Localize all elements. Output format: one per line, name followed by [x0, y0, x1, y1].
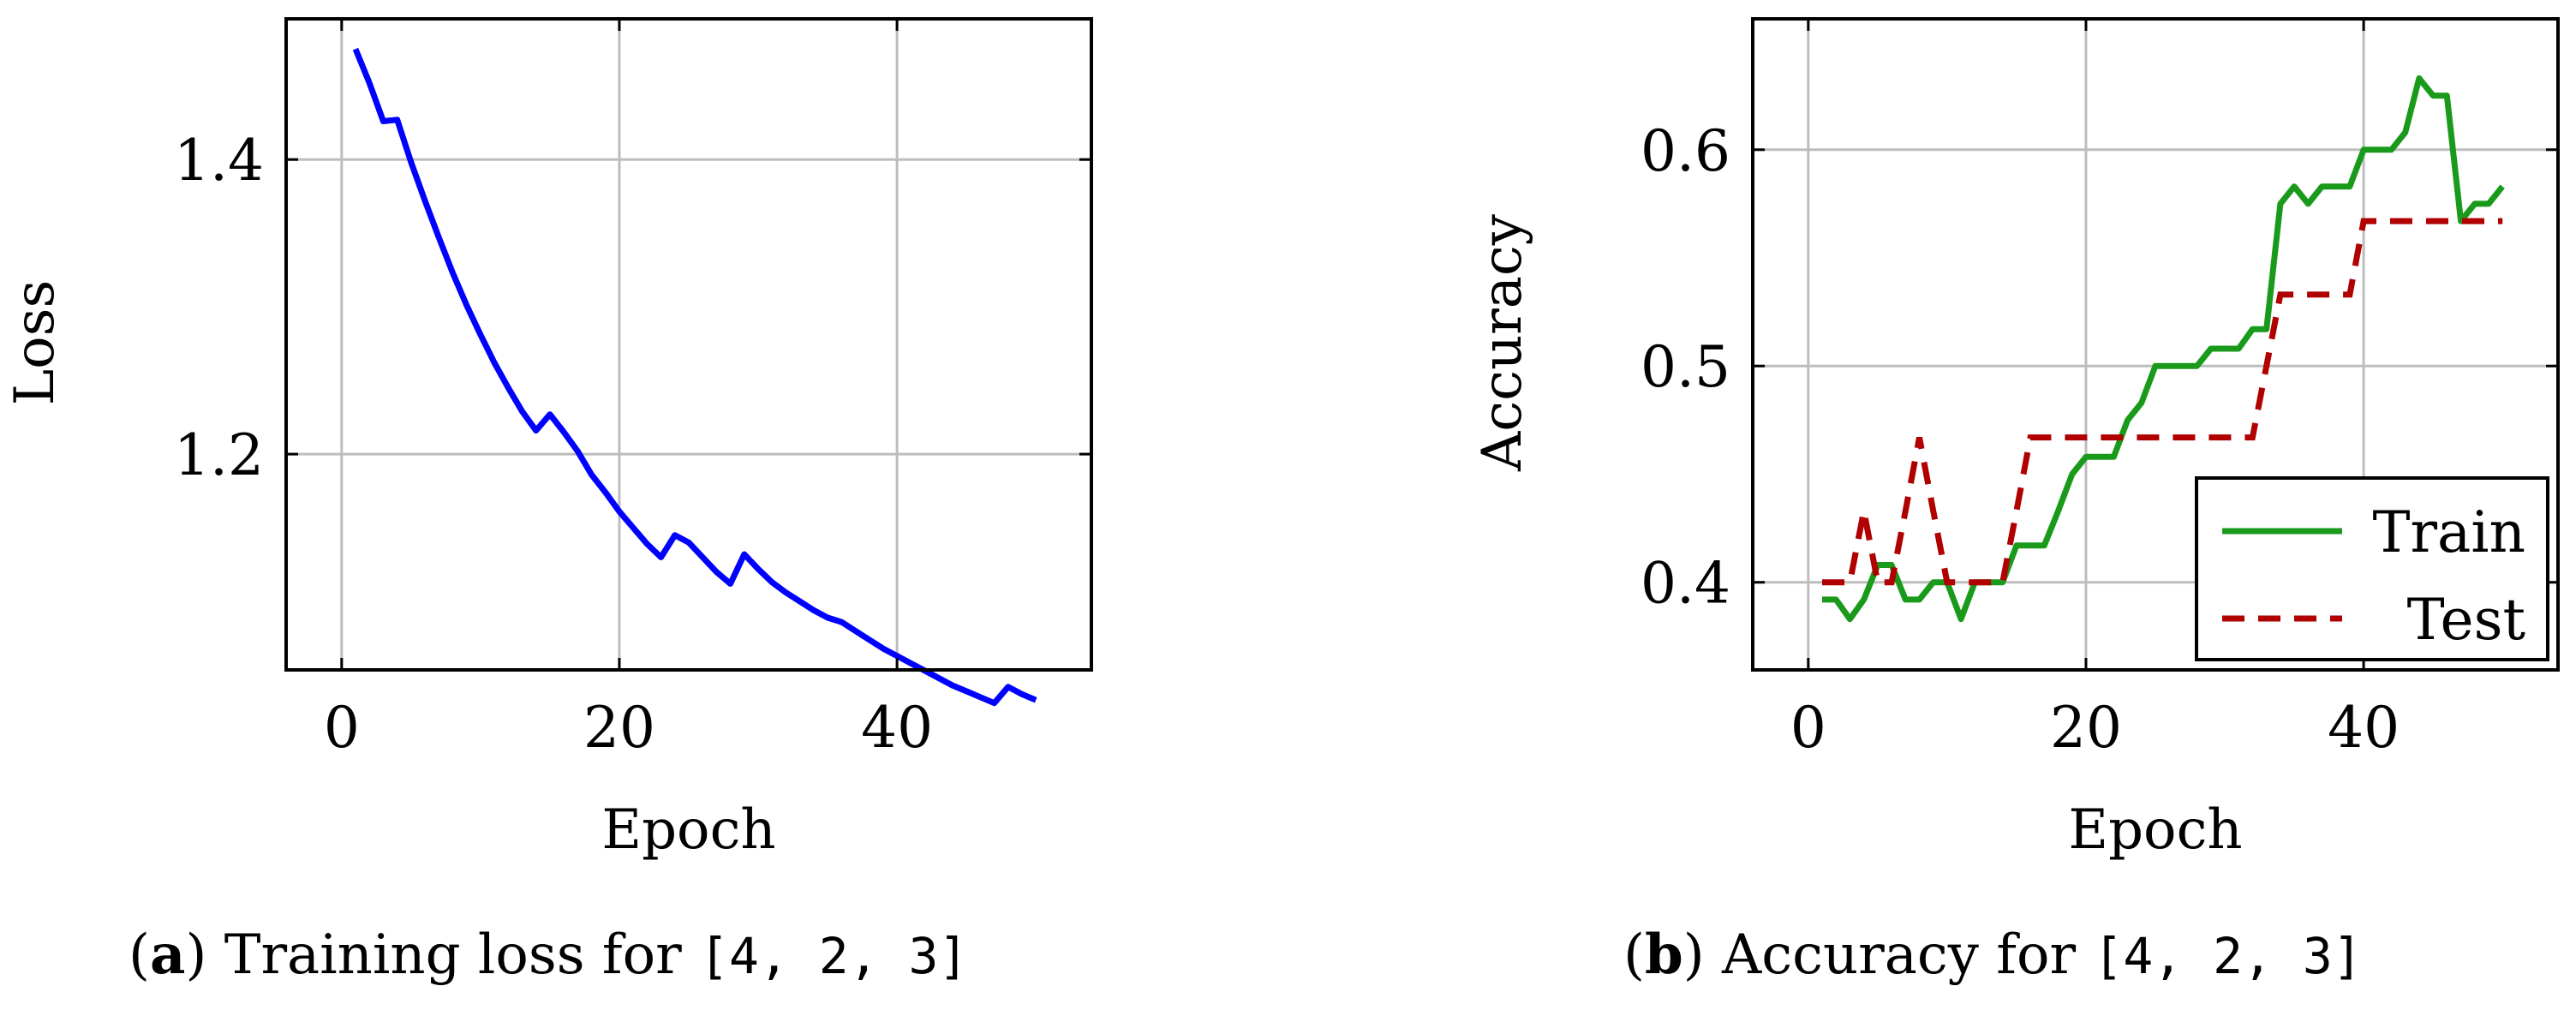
caption-a-text: Training loss for	[224, 923, 700, 987]
legend-label-test: Test	[2407, 587, 2525, 653]
x-tick-label: 20	[2050, 695, 2122, 761]
plot-frame	[284, 17, 1093, 672]
caption-b-code: [4, 2, 3]	[2093, 927, 2363, 985]
y-axis-label: Accuracy	[1471, 214, 1534, 472]
y-tick-label: 1.2	[174, 422, 264, 488]
series-line-0	[352, 47, 1037, 707]
y-axis-label: Loss	[3, 280, 67, 406]
plot-frame	[1751, 17, 2560, 672]
accuracy-chart: 0 20 40 0.4 0.5 0.6 Epoch Accuracy Train Test	[1471, 17, 2560, 862]
y-tick-label: 0.6	[1641, 118, 1730, 184]
legend: Train Test	[2195, 476, 2549, 661]
x-tick-label: 20	[583, 695, 655, 761]
caption-a-letter: a	[149, 923, 186, 987]
y-tick-label: 0.5	[1641, 334, 1730, 400]
caption-b-letter: b	[1644, 923, 1683, 987]
caption-a-code: [4, 2, 3]	[699, 927, 969, 985]
x-tick-label: 0	[324, 695, 360, 761]
caption-b: (b) Accuracy for [4, 2, 3]	[1623, 923, 2363, 987]
loss-chart: 0 20 40 1.2 1.4 Epoch Loss	[3, 17, 1093, 862]
caption-a: (a) Training loss for [4, 2, 3]	[129, 923, 969, 987]
series-line-train	[1822, 75, 2505, 623]
x-tick-label: 40	[861, 695, 933, 761]
x-axis-label: Epoch	[2068, 798, 2242, 862]
y-tick-label: 0.4	[1641, 551, 1730, 617]
x-tick-label: 40	[2328, 695, 2400, 761]
x-axis-label: Epoch	[601, 798, 775, 862]
caption-b-text: Accuracy for	[1722, 923, 2094, 987]
x-tick-label: 0	[1790, 695, 1826, 761]
y-tick-label: 1.4	[174, 128, 264, 194]
legend-box	[2195, 476, 2549, 661]
legend-label-train: Train	[2372, 499, 2525, 565]
